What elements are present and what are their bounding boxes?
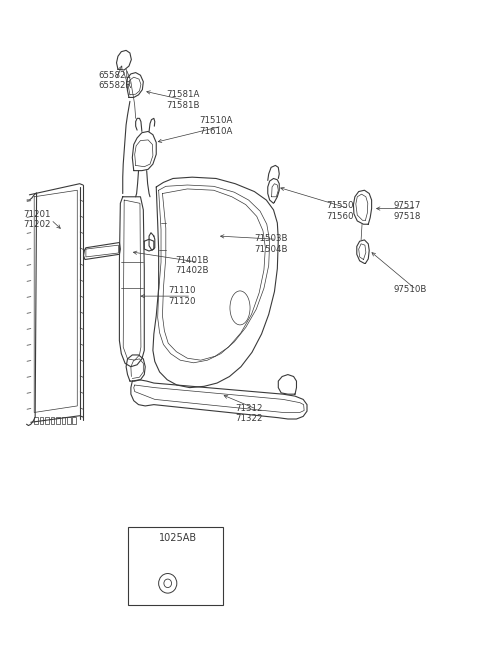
Bar: [50, 417, 54, 424]
Text: 97510B: 97510B: [393, 285, 427, 294]
Text: 71401B
71402B: 71401B 71402B: [175, 255, 209, 275]
Text: 71503B
71504B: 71503B 71504B: [254, 234, 288, 253]
Bar: [72, 417, 76, 424]
Bar: [56, 417, 60, 424]
Text: 71312
71322: 71312 71322: [235, 404, 263, 424]
Text: 71201
71202: 71201 71202: [24, 210, 51, 229]
Text: 71581A
71581B: 71581A 71581B: [166, 90, 199, 110]
Text: 71550
71560: 71550 71560: [326, 202, 354, 221]
Text: 97517
97518: 97517 97518: [393, 202, 420, 221]
Text: 65582L
65582R: 65582L 65582R: [99, 71, 132, 90]
Bar: [34, 417, 38, 424]
Text: 71510A
71610A: 71510A 71610A: [199, 117, 233, 136]
Text: 1025AB: 1025AB: [158, 533, 197, 543]
Bar: [45, 417, 49, 424]
Bar: [67, 417, 71, 424]
Bar: [40, 417, 44, 424]
Text: 71110
71120: 71110 71120: [168, 286, 196, 306]
Bar: [128, 527, 223, 605]
Bar: [61, 417, 65, 424]
